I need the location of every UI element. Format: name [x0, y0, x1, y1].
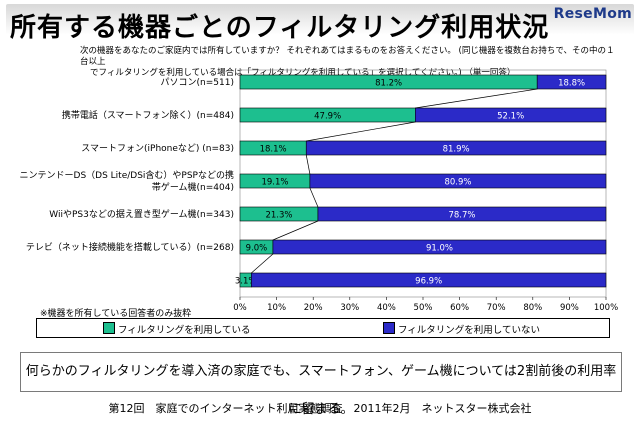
x-tick-label: 60%	[450, 303, 469, 313]
category-label: ニンテンドーDS（DS Lite/DSi含む）やPSPなどの携	[20, 169, 234, 181]
respondent-note: ※機器を所有している回答者のみ抜粋	[40, 309, 192, 319]
survey-question-line: 次の機器をあなたのご家庭内では所有していますか？ それぞれあてはまるものをお答え…	[80, 46, 615, 67]
title-bar	[6, 4, 634, 48]
series-line	[415, 88, 538, 109]
x-tick-label: 0%	[233, 303, 247, 313]
x-tick-label: 40%	[377, 303, 396, 313]
x-tick-label: 90%	[560, 303, 579, 313]
x-tick-label: 80%	[523, 303, 542, 313]
legend-swatch-using	[103, 322, 115, 334]
series-line	[251, 253, 274, 274]
series-line	[309, 187, 319, 208]
category-label: スマートフォン(iPhoneなど) (n=83)	[81, 143, 234, 154]
series-line	[272, 220, 319, 241]
category-label: 携帯電話（スマートフォン除く）(n=484)	[62, 109, 234, 121]
data-label: 3.1%	[235, 277, 257, 287]
data-label: 96.9%	[415, 277, 442, 287]
category-label: 帯ゲーム機(n=404)	[152, 181, 234, 193]
x-tick-label: 70%	[487, 303, 506, 313]
x-tick-label: 50%	[414, 303, 433, 313]
category-label: テレビ（ネット接続機能を搭載している）(n=268)	[26, 241, 234, 253]
survey-question: 次の機器をあなたのご家庭内では所有していますか？ それぞれあてはまるものをお答え…	[80, 46, 620, 79]
resemom-logo: ReseMom	[553, 6, 632, 22]
x-tick-label: 10%	[267, 303, 286, 313]
bar-segment	[272, 239, 607, 255]
bar-segment	[317, 206, 607, 222]
x-tick-label: 20%	[304, 303, 323, 313]
legend-label-not-using: フィルタリングを利用していない	[398, 325, 541, 336]
bar-segment	[536, 74, 607, 90]
summary-box: 何らかのフィルタリングを導入済の家庭でも、スマートフォン、ゲーム機については2割…	[20, 352, 622, 417]
legend-label-using: フィルタリングを利用している	[118, 325, 251, 336]
data-label: 18.1%	[260, 145, 287, 155]
data-label: 21.3%	[265, 211, 292, 221]
data-label: 91.0%	[426, 244, 453, 254]
source-footer: 第12回 家庭でのインターネット利用実態調査 2011年2月 ネットスター株式会…	[108, 402, 532, 415]
page-title: 所有する機器ごとのフィルタリング利用状況	[10, 13, 550, 43]
data-label: 47.9%	[314, 112, 341, 122]
category-label: パソコン(n=511)	[161, 77, 234, 88]
bar-segment	[309, 173, 607, 189]
data-label: 80.9%	[444, 178, 471, 188]
data-label: 81.9%	[443, 145, 470, 155]
legend-item-using: フィルタリングを利用している	[103, 322, 251, 336]
bar-segment	[415, 107, 607, 123]
x-tick-label: 100%	[594, 303, 618, 313]
series-line	[305, 154, 311, 175]
legend-swatch-not-using	[383, 322, 395, 334]
series-line	[306, 121, 416, 142]
bar-segment	[305, 140, 607, 156]
data-label: 52.1%	[497, 112, 524, 122]
legend-item-not-using: フィルタリングを利用していない	[383, 322, 541, 336]
data-label: 81.2%	[375, 79, 402, 89]
data-label: 19.1%	[261, 178, 288, 188]
x-tick-label: 30%	[340, 303, 359, 313]
bar-segment	[251, 272, 607, 288]
survey-question-line: でフィルタリングを利用している場合は「フィルタリングを利用している」を選択してく…	[90, 68, 516, 78]
category-label: WiiやPS3などの据え置き型ゲーム機(n=343)	[49, 208, 234, 220]
chart-legend: フィルタリングを利用している フィルタリングを利用していない	[36, 318, 610, 338]
data-label: 78.7%	[448, 211, 475, 221]
data-label: 18.8%	[558, 79, 585, 89]
data-label: 9.0%	[246, 244, 268, 254]
